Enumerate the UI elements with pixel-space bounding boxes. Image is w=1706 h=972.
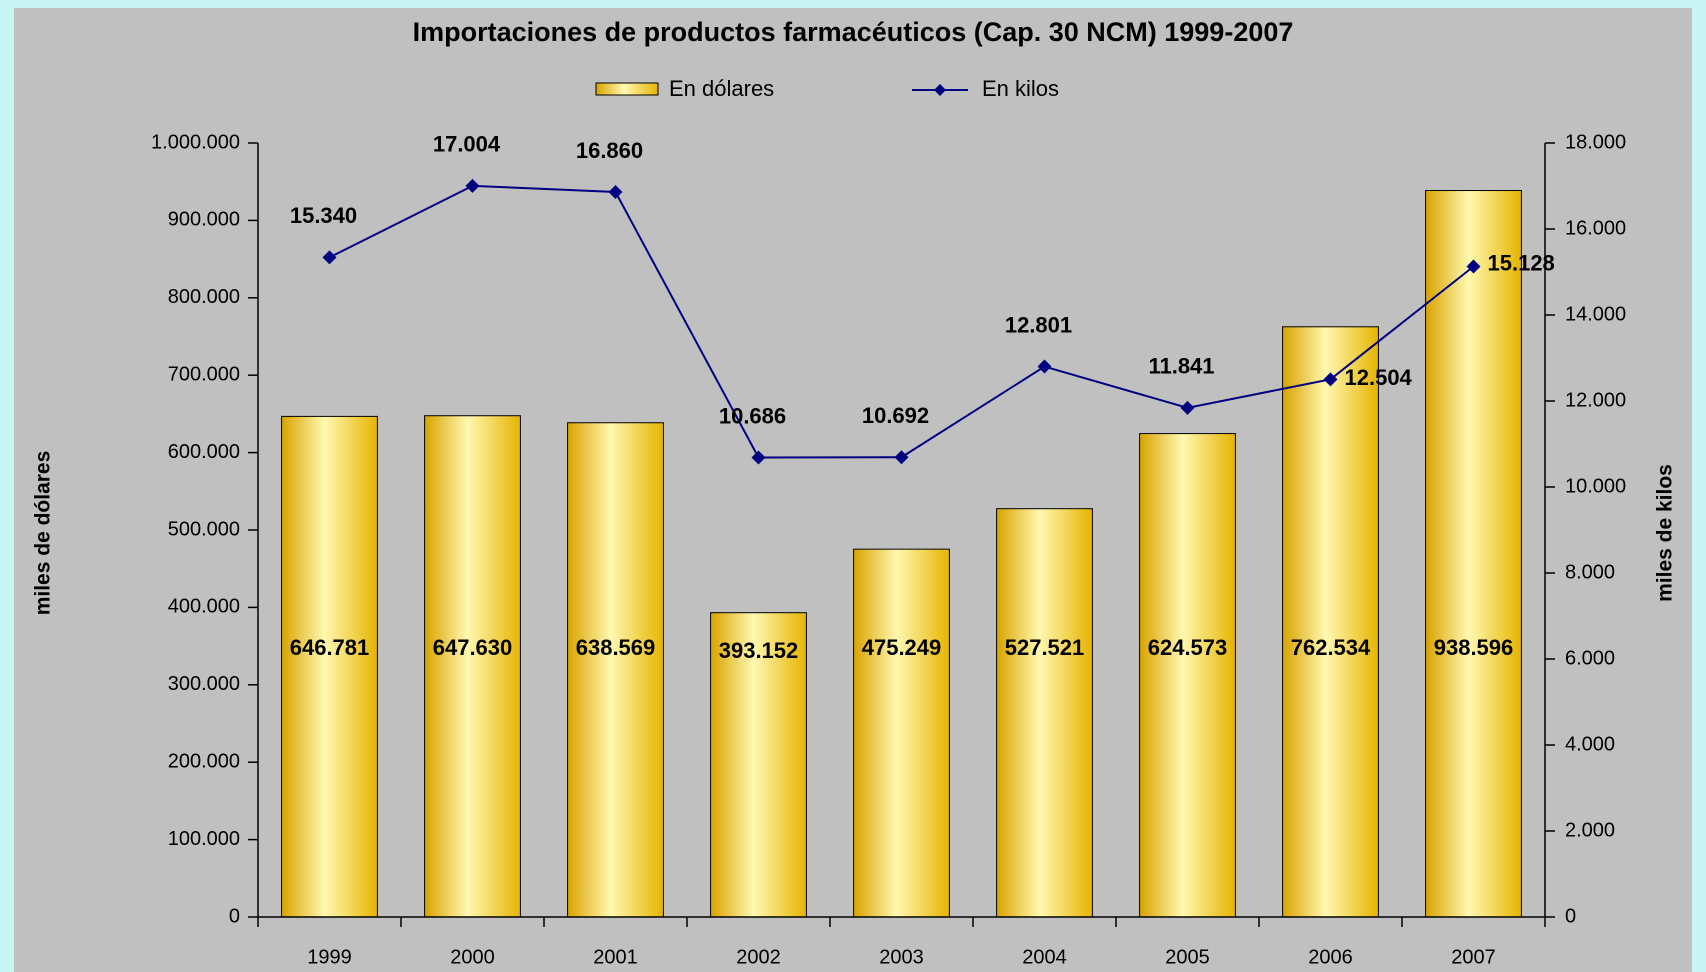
x-tick-label: 2006 bbox=[1308, 946, 1353, 968]
line-marker bbox=[1323, 372, 1338, 387]
bar bbox=[281, 415, 378, 918]
bar bbox=[567, 422, 664, 918]
x-tick-label: 2003 bbox=[879, 946, 924, 968]
line-value-label: 10.686 bbox=[719, 403, 786, 428]
bar-value-label: 647.630 bbox=[433, 635, 513, 660]
y2-axis-label: miles de kilos bbox=[1654, 464, 1677, 602]
y2-tick-label: 16.000 bbox=[1565, 217, 1626, 239]
legend-label: En dólares bbox=[669, 76, 774, 101]
line-value-label: 16.860 bbox=[576, 138, 643, 163]
line-marker bbox=[751, 450, 766, 465]
y2-tick-label: 6.000 bbox=[1565, 647, 1615, 669]
y2-tick-label: 14.000 bbox=[1565, 303, 1626, 325]
x-tick-label: 2004 bbox=[1022, 946, 1067, 968]
y-tick-label: 100.000 bbox=[168, 828, 240, 850]
bar bbox=[853, 548, 950, 918]
line-value-label: 15.128 bbox=[1488, 250, 1555, 275]
legend-label: En kilos bbox=[982, 76, 1059, 101]
line-marker bbox=[608, 185, 623, 200]
bar-value-label: 393.152 bbox=[719, 638, 799, 663]
bar-value-label: 624.573 bbox=[1148, 635, 1228, 660]
bar bbox=[996, 508, 1093, 918]
legend-marker bbox=[934, 84, 946, 96]
x-tick-label: 1999 bbox=[307, 946, 352, 968]
y-tick-label: 400.000 bbox=[168, 596, 240, 618]
bar bbox=[1282, 326, 1379, 918]
y-tick-label: 800.000 bbox=[168, 286, 240, 308]
y2-tick-label: 4.000 bbox=[1565, 733, 1615, 755]
x-tick-label: 2002 bbox=[736, 946, 781, 968]
line-value-label: 17.004 bbox=[433, 132, 501, 157]
bar-value-label: 638.569 bbox=[576, 635, 656, 660]
y2-tick-label: 0 bbox=[1565, 905, 1576, 927]
y-axis-label: miles de dólares bbox=[32, 451, 55, 616]
bar-value-label: 646.781 bbox=[290, 635, 370, 660]
line-value-label: 15.340 bbox=[290, 203, 357, 228]
x-tick-label: 2007 bbox=[1451, 946, 1496, 968]
bar bbox=[710, 612, 807, 918]
legend-swatch bbox=[595, 82, 659, 96]
y-tick-label: 900.000 bbox=[168, 209, 240, 231]
line-marker bbox=[1037, 359, 1052, 374]
y-tick-label: 200.000 bbox=[168, 750, 240, 772]
bar-value-label: 938.596 bbox=[1434, 635, 1514, 660]
x-tick-label: 2001 bbox=[593, 946, 638, 968]
line-value-label: 11.841 bbox=[1148, 354, 1214, 379]
line-marker bbox=[322, 250, 337, 265]
y2-tick-label: 2.000 bbox=[1565, 819, 1615, 841]
line-marker bbox=[1466, 259, 1481, 274]
line-value-label: 10.692 bbox=[862, 403, 929, 428]
y-tick-label: 700.000 bbox=[168, 363, 240, 385]
y2-tick-label: 8.000 bbox=[1565, 561, 1615, 583]
line-marker bbox=[894, 450, 909, 465]
line-value-label: 12.801 bbox=[1005, 312, 1072, 337]
bar bbox=[1139, 433, 1236, 918]
bar-value-label: 762.534 bbox=[1291, 635, 1371, 660]
y2-tick-label: 18.000 bbox=[1565, 131, 1626, 153]
line-value-label: 12.504 bbox=[1345, 365, 1413, 390]
y-tick-label: 500.000 bbox=[168, 518, 240, 540]
y-tick-label: 0 bbox=[229, 905, 240, 927]
bar-value-label: 475.249 bbox=[862, 635, 942, 660]
bar-value-label: 527.521 bbox=[1005, 635, 1085, 660]
y-tick-label: 600.000 bbox=[168, 441, 240, 463]
y2-tick-label: 10.000 bbox=[1565, 475, 1626, 497]
x-tick-label: 2005 bbox=[1165, 946, 1210, 968]
bar bbox=[424, 415, 521, 918]
x-tick-label: 2000 bbox=[450, 946, 495, 968]
y2-tick-label: 12.000 bbox=[1565, 389, 1626, 411]
line-marker bbox=[465, 178, 480, 193]
y-tick-label: 300.000 bbox=[168, 673, 240, 695]
chart-title: Importaciones de productos farmacéuticos… bbox=[413, 17, 1294, 47]
y-tick-label: 1.000.000 bbox=[151, 131, 240, 153]
line-marker bbox=[1180, 400, 1195, 415]
bar bbox=[1425, 190, 1522, 918]
